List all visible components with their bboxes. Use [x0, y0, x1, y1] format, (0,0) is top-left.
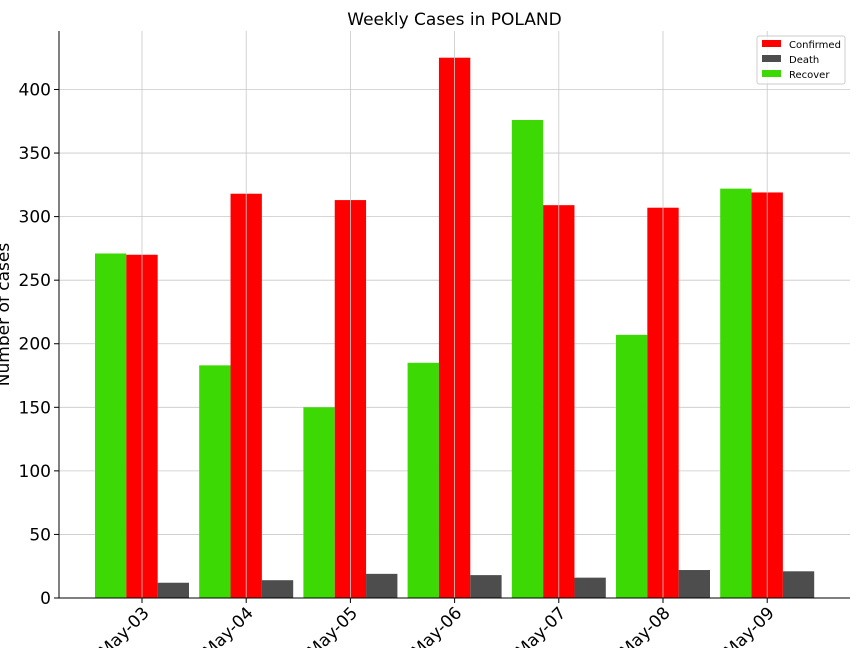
bar-recover-may-05 [303, 407, 335, 598]
legend-label-recover: Recover [789, 70, 830, 81]
legend: Confirmed Death Recover [756, 35, 846, 85]
bar-death-may-09 [782, 571, 815, 598]
bar-recover-may-04 [199, 365, 231, 598]
x-tick-label: May-07 [512, 603, 570, 648]
y-tick-label: 0 [40, 589, 51, 609]
y-tick-label: 250 [19, 271, 51, 291]
legend-label-confirmed: Confirmed [789, 40, 841, 51]
bar-recover-may-06 [407, 362, 439, 598]
legend-swatch-confirmed [762, 40, 781, 47]
bar-recover-may-03 [95, 253, 127, 598]
y-tick-label: 150 [19, 398, 51, 418]
bar-recover-may-08 [616, 334, 648, 598]
y-tick-label: 200 [19, 335, 51, 355]
x-tick-label: May-05 [304, 603, 362, 648]
x-tick-label: May-09 [720, 603, 778, 648]
legend-label-death: Death [789, 55, 819, 66]
legend-items: Confirmed Death Recover [762, 40, 841, 81]
bar-death-may-07 [574, 577, 606, 598]
x-tick-label: May-04 [199, 603, 257, 648]
y-tick-label: 300 [19, 208, 51, 228]
y-tick-label: 350 [19, 144, 51, 164]
legend-swatch-death [762, 55, 781, 62]
x-tick-label: May-08 [616, 603, 674, 648]
x-tick-label: May-03 [95, 603, 153, 648]
y-tick-label: 400 [19, 80, 51, 100]
x-tick-label: May-06 [408, 603, 466, 648]
bar-recover-may-07 [511, 119, 544, 598]
bar-death-may-08 [678, 570, 710, 598]
bar-death-may-06 [470, 575, 502, 598]
bar-death-may-03 [157, 582, 189, 598]
bars [95, 31, 815, 599]
chart-title: Weekly Cases in POLAND [347, 10, 561, 30]
bar-recover-may-09 [720, 188, 752, 599]
bar-death-may-05 [366, 573, 398, 598]
legend-swatch-recover [762, 70, 781, 77]
y-tick-label: 100 [19, 462, 51, 482]
y-axis-label: Number of cases [0, 243, 14, 387]
y-tick-label: 50 [29, 525, 51, 545]
bar-death-may-04 [261, 580, 294, 598]
